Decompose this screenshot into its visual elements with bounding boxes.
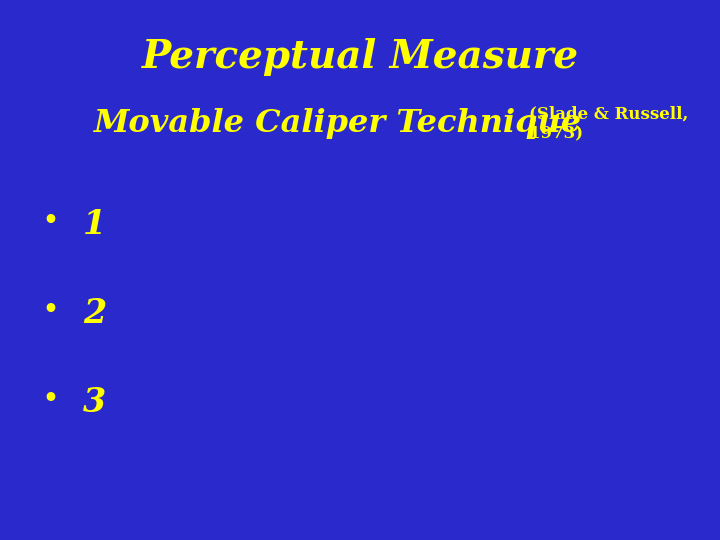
Text: Perceptual Measure: Perceptual Measure	[141, 38, 579, 76]
Text: Movable Caliper Technique: Movable Caliper Technique	[94, 108, 582, 139]
Text: 1: 1	[83, 208, 106, 241]
Text: 2: 2	[83, 297, 106, 330]
Text: 3: 3	[83, 386, 106, 419]
Text: •: •	[42, 208, 58, 232]
Text: (Slade & Russell,
1973): (Slade & Russell, 1973)	[529, 105, 688, 142]
Text: •: •	[42, 386, 58, 410]
Text: •: •	[42, 297, 58, 321]
